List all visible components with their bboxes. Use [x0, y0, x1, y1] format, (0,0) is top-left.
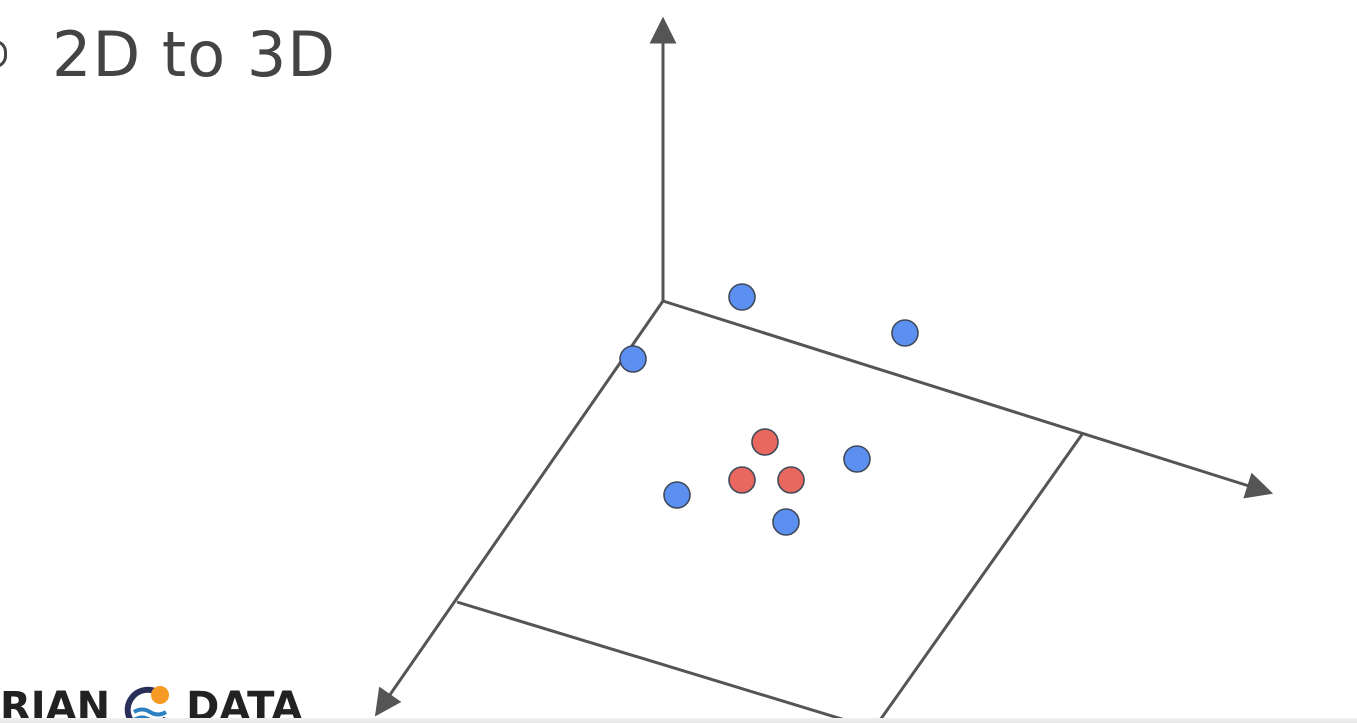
- red-point: [728, 466, 756, 494]
- logo-text-right: DATA: [186, 684, 303, 723]
- axes-group: [374, 16, 1274, 717]
- red-point: [777, 466, 805, 494]
- blue-point: [663, 481, 691, 509]
- blue-point: [843, 445, 871, 473]
- points-group: [619, 283, 919, 536]
- blue-point: [772, 508, 800, 536]
- brand-logo: RIAN DATA: [0, 684, 302, 723]
- blue-point: [619, 345, 647, 373]
- logo-text-left: RIAN: [0, 684, 111, 723]
- bottom-bar: [0, 718, 1357, 723]
- slide-title: 2D to 3D: [52, 18, 337, 91]
- plane-edge: [876, 432, 1085, 723]
- blue-point: [728, 283, 756, 311]
- right-axis: [662, 299, 1274, 499]
- plane-edge: [456, 600, 856, 723]
- plane-outline: [456, 432, 1085, 723]
- blue-point: [891, 319, 919, 347]
- left-axis: [374, 300, 665, 717]
- red-point: [751, 428, 779, 456]
